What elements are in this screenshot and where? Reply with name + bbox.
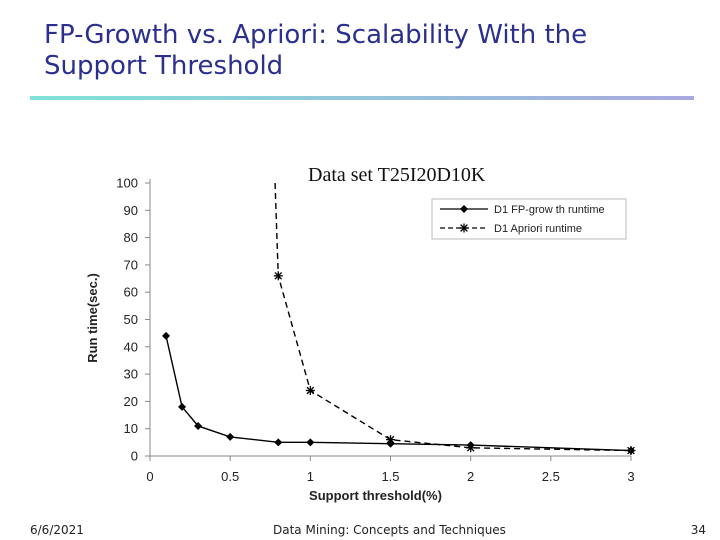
- footer-date: 6/6/2021: [30, 523, 84, 537]
- slide-title: FP-Growth vs. Apriori: Scalability With …: [44, 20, 588, 81]
- y-tick-label: 70: [124, 257, 138, 272]
- chart-title: Data set T25I20D10K: [308, 164, 486, 186]
- x-tick-label: 0.5: [221, 469, 239, 484]
- title-divider: [30, 96, 694, 100]
- y-tick-label: 20: [124, 394, 138, 409]
- x-tick-label: 0: [146, 469, 153, 484]
- data-point: [162, 331, 171, 340]
- legend-label: D1 FP-grow th runtime: [494, 204, 605, 216]
- data-point: [194, 421, 203, 430]
- x-tick-label: 1: [307, 469, 314, 484]
- data-point: [273, 271, 283, 281]
- data-point: [274, 438, 283, 447]
- y-tick-label: 10: [124, 421, 138, 436]
- x-tick-label: 2.5: [542, 469, 560, 484]
- legend-marker: [459, 223, 469, 233]
- y-tick-label: 100: [116, 176, 138, 191]
- x-tick-label: 3: [627, 469, 634, 484]
- y-tick-label: 50: [124, 312, 138, 327]
- data-point: [306, 438, 315, 447]
- x-tick-label: 2: [467, 469, 474, 484]
- y-tick-label: 60: [124, 285, 138, 300]
- y-tick-label: 30: [124, 367, 138, 382]
- y-tick-label: 90: [124, 203, 138, 218]
- x-axis-label: Support threshold(%): [309, 488, 442, 503]
- data-point: [466, 443, 476, 453]
- footer-course-title: Data Mining: Concepts and Techniques: [273, 523, 506, 537]
- y-tick-label: 80: [124, 230, 138, 245]
- footer-page-number: 34: [690, 523, 706, 537]
- data-point: [626, 446, 636, 456]
- series-line-1: [165, 335, 632, 452]
- data-point: [305, 385, 315, 395]
- data-point: [386, 435, 395, 445]
- data-point: [178, 402, 187, 411]
- y-axis-label: Run time(sec.): [85, 273, 100, 363]
- legend-label: D1 Apriori runtime: [494, 223, 582, 235]
- y-tick-label: 0: [131, 449, 138, 464]
- legend-marker: [460, 205, 468, 213]
- y-tick-label: 40: [124, 339, 138, 354]
- x-tick-label: 1.5: [381, 469, 399, 484]
- data-point: [226, 432, 235, 441]
- series-line-2: [274, 182, 632, 452]
